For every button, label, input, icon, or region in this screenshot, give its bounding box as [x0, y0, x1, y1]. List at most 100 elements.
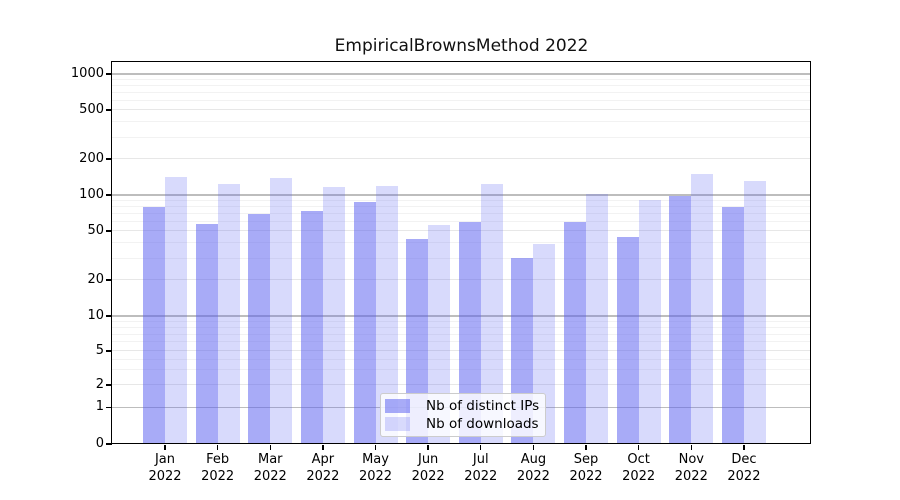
xtick-year: 2022 — [516, 469, 550, 484]
xtick-label-apr: Apr 2022 — [291, 451, 355, 485]
xtick-year: 2022 — [569, 469, 603, 484]
xtick-label-feb: Feb 2022 — [186, 451, 250, 485]
xtick-mark-dec — [743, 444, 745, 450]
ytick-label-1000: 1000 — [70, 66, 104, 81]
xtick-label-mar: Mar 2022 — [238, 451, 302, 485]
xtick-month: Dec — [731, 452, 757, 467]
ytick-mark-50 — [106, 230, 112, 232]
xtick-year: 2022 — [727, 469, 761, 484]
bar-downloads-sep — [586, 193, 609, 444]
plot-area — [112, 62, 811, 444]
legend-label-downloads: Nb of downloads — [426, 416, 539, 432]
xtick-month: Jan — [154, 452, 176, 467]
legend-swatch-downloads — [385, 417, 410, 431]
xtick-month: Oct — [627, 452, 650, 467]
bar-distinct-ips-sep — [564, 221, 587, 444]
ytick-label-50: 50 — [87, 223, 104, 238]
ytick-mark-0 — [106, 443, 112, 445]
bar-downloads-feb — [217, 183, 240, 444]
bar-distinct-ips-oct — [616, 236, 639, 444]
xtick-mark-aug — [532, 444, 535, 450]
xtick-year: 2022 — [464, 469, 498, 484]
xtick-mark-feb — [216, 444, 219, 450]
bar-distinct-ips-may — [353, 201, 376, 444]
legend: Nb of distinct IPs Nb of downloads — [380, 393, 546, 437]
legend-swatch-distinct-ips — [385, 399, 410, 413]
gridline-minor-900 — [112, 78, 811, 80]
xtick-mark-mar — [269, 444, 271, 450]
ytick-mark-1000 — [106, 73, 112, 75]
gridline-minor-600 — [112, 100, 811, 102]
gridline-minor-800 — [112, 85, 811, 87]
ytick-mark-200 — [106, 158, 112, 160]
ytick-mark-100 — [106, 194, 112, 196]
gridline-minor-400 — [112, 121, 811, 123]
xtick-label-aug: Aug 2022 — [501, 451, 565, 485]
xtick-label-jul: Jul 2022 — [449, 451, 513, 485]
ytick-mark-2 — [106, 384, 112, 386]
ytick-label-100: 100 — [79, 187, 104, 202]
xtick-label-jun: Jun 2022 — [396, 451, 460, 485]
gridline-minor-700 — [112, 92, 811, 94]
xtick-label-may: May 2022 — [344, 451, 408, 485]
xtick-mark-nov — [690, 444, 692, 450]
xtick-mark-sep — [585, 444, 587, 450]
ytick-label-1: 1 — [95, 399, 104, 415]
ytick-label-20: 20 — [87, 272, 104, 287]
bar-downloads-jun — [428, 225, 451, 444]
gridline-200 — [112, 158, 811, 160]
ytick-label-500: 500 — [79, 102, 104, 117]
bar-distinct-ips-jan — [143, 206, 165, 444]
bar-downloads-jan — [165, 176, 187, 444]
bar-distinct-ips-feb — [195, 224, 218, 444]
xtick-year: 2022 — [306, 469, 340, 484]
xtick-month: Nov — [678, 452, 704, 467]
ytick-label-10: 10 — [87, 308, 104, 323]
ytick-mark-5 — [106, 350, 112, 352]
bar-downloads-may — [375, 186, 398, 444]
bar-downloads-oct — [638, 200, 661, 444]
ytick-mark-10 — [106, 315, 112, 317]
xtick-label-dec: Dec 2022 — [712, 451, 776, 485]
chart-title: EmpiricalBrownsMethod 2022 — [334, 36, 589, 56]
xtick-label-oct: Oct 2022 — [607, 451, 671, 485]
ytick-label-0: 0 — [95, 436, 104, 451]
xtick-year: 2022 — [358, 469, 393, 484]
bar-downloads-nov — [691, 174, 714, 444]
xtick-year: 2022 — [411, 469, 445, 484]
ytick-label-200: 200 — [79, 151, 104, 166]
xtick-month: Jun — [417, 452, 439, 467]
bar-downloads-apr — [322, 186, 345, 444]
xtick-year: 2022 — [253, 469, 287, 484]
bar-downloads-mar — [270, 178, 293, 444]
ytick-mark-500 — [106, 109, 112, 111]
xtick-year: 2022 — [622, 469, 656, 484]
xtick-year: 2022 — [201, 469, 235, 484]
xtick-mark-jun — [427, 444, 429, 450]
xtick-month: Feb — [206, 452, 230, 467]
xtick-month: Aug — [520, 452, 547, 467]
xtick-year: 2022 — [674, 469, 708, 484]
xtick-year: 2022 — [148, 469, 182, 484]
bar-distinct-ips-nov — [669, 196, 692, 444]
xtick-label-jan: Jan 2022 — [133, 451, 197, 485]
gridline-500 — [112, 109, 811, 111]
xtick-month: Jul — [472, 452, 489, 467]
xtick-mark-apr — [322, 444, 324, 450]
ytick-mark-1 — [106, 406, 112, 408]
bar-downloads-jul — [480, 183, 503, 444]
bar-downloads-dec — [743, 180, 766, 444]
legend-item-distinct-ips: Nb of distinct IPs — [385, 397, 540, 415]
ytick-mark-20 — [106, 279, 112, 281]
xtick-month: Sep — [573, 452, 599, 467]
xtick-mark-may — [374, 444, 377, 450]
legend-label-distinct-ips: Nb of distinct IPs — [426, 398, 540, 414]
ytick-label-2: 2 — [95, 377, 104, 392]
xtick-month: Mar — [257, 452, 283, 467]
legend-item-downloads: Nb of downloads — [385, 415, 539, 433]
gridline-1000 — [112, 73, 811, 75]
bar-distinct-ips-jun — [406, 239, 429, 444]
ytick-label-5: 5 — [95, 343, 104, 358]
xtick-month: May — [362, 452, 389, 467]
